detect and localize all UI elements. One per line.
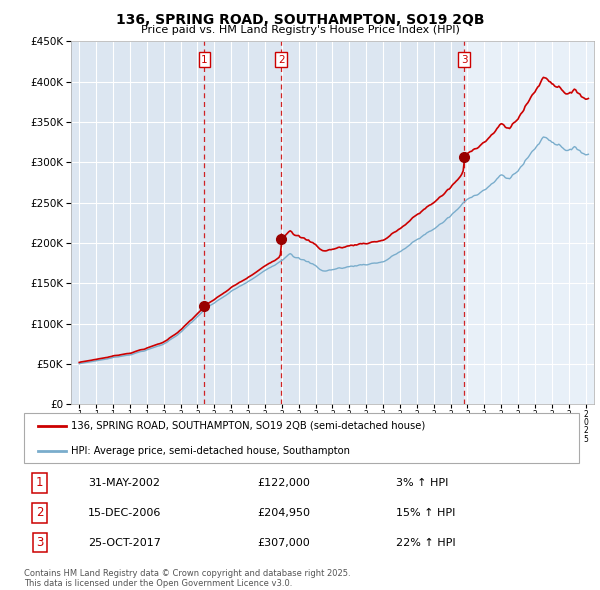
Text: £122,000: £122,000 [257,478,310,488]
Text: 2: 2 [278,55,284,65]
Text: 25-OCT-2017: 25-OCT-2017 [88,537,161,548]
Text: Price paid vs. HM Land Registry's House Price Index (HPI): Price paid vs. HM Land Registry's House … [140,25,460,35]
Text: £307,000: £307,000 [257,537,310,548]
Text: 3% ↑ HPI: 3% ↑ HPI [396,478,448,488]
Text: 1: 1 [201,55,208,65]
Text: 136, SPRING ROAD, SOUTHAMPTON, SO19 2QB (semi-detached house): 136, SPRING ROAD, SOUTHAMPTON, SO19 2QB … [71,421,425,431]
Text: £204,950: £204,950 [257,508,310,517]
Bar [464,41,594,404]
Text: 22% ↑ HPI: 22% ↑ HPI [396,537,455,548]
Text: 1: 1 [36,476,43,489]
Text: 15% ↑ HPI: 15% ↑ HPI [396,508,455,517]
Text: 2: 2 [36,506,43,519]
Text: 31-MAY-2002: 31-MAY-2002 [88,478,160,488]
Text: 3: 3 [36,536,43,549]
Text: Contains HM Land Registry data © Crown copyright and database right 2025.
This d: Contains HM Land Registry data © Crown c… [24,569,350,588]
Text: 136, SPRING ROAD, SOUTHAMPTON, SO19 2QB: 136, SPRING ROAD, SOUTHAMPTON, SO19 2QB [116,13,484,27]
Text: HPI: Average price, semi-detached house, Southampton: HPI: Average price, semi-detached house,… [71,445,350,455]
Text: 3: 3 [461,55,467,65]
Text: 15-DEC-2006: 15-DEC-2006 [88,508,161,517]
